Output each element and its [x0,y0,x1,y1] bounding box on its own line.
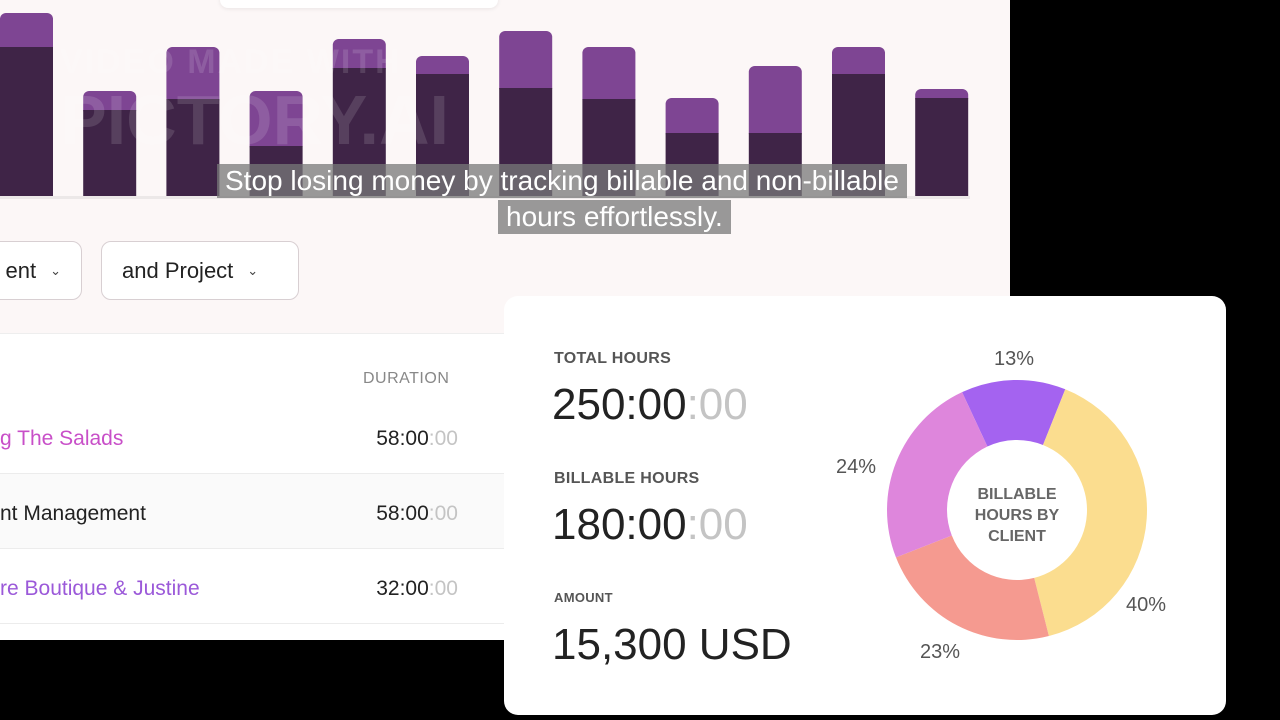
slice-label: 23% [920,641,961,663]
billable-hours-label: BILLABLE HOURS [554,470,700,487]
bar-segment[interactable] [166,99,220,196]
time-entries-table: DURATION g The Salads 58:00:00 nt Manage… [0,333,504,640]
donut-slice[interactable] [1034,389,1147,637]
table-row[interactable]: nt Management 58:00:00 [0,474,504,549]
billable-hours-value: 180:00:00 [552,500,748,549]
subtitle-line1: Stop losing money by tracking billable a… [217,164,907,198]
bar-segment[interactable] [83,91,137,116]
duration: 58:00:00 [376,502,458,525]
amount-label: AMOUNT [554,590,613,605]
bar-segment[interactable] [915,98,969,196]
duration: 58:00:00 [376,427,458,450]
bar-segment[interactable] [166,47,220,105]
bar-segment[interactable] [665,98,719,139]
chevron-down-icon: ⌄ [50,262,61,278]
bar-segment[interactable] [0,13,53,53]
watermark-line1: VIDEO MADE WITH [60,43,402,81]
project-name[interactable]: nt Management [0,502,146,525]
watermark: VIDEO MADE WITH PICTORY.AI [60,45,449,155]
donut-center-label: BILLABLE HOURS BY CLIENT [974,486,1060,545]
donut-slice[interactable] [887,392,988,558]
watermark-line2: PICTORY.AI [60,81,449,159]
bar-segment[interactable] [832,47,885,80]
project-name[interactable]: g The Salads [0,427,124,450]
project-filter-dropdown[interactable]: and Project ⌄ [101,241,299,300]
slice-label: 40% [1126,594,1167,616]
summary-card: TOTAL HOURS 250:00:00 BILLABLE HOURS 180… [504,296,1226,715]
total-hours-label: TOTAL HOURS [554,350,672,367]
table-row[interactable]: g The Salads 58:00:00 [0,399,504,474]
bar-segment[interactable] [83,110,137,196]
slice-label: 13% [994,348,1035,370]
donut-chart [887,380,1147,640]
total-hours-value: 250:00:00 [552,380,748,429]
donut-slice[interactable] [895,535,1049,640]
donut-slice[interactable] [962,380,1066,447]
bar-segment[interactable] [249,91,303,152]
bar-segment[interactable] [332,39,386,74]
bar-segment[interactable] [0,47,53,196]
bar-segment[interactable] [748,66,802,139]
duration: 32:00:00 [376,577,458,600]
stacked-bar-chart [0,13,969,196]
chart-tooltip [220,0,498,8]
project-filter-label: and Project [122,257,234,283]
project-name[interactable]: re Boutique & Justine [0,577,200,600]
bar-segment[interactable] [499,31,553,94]
duration-header: DURATION [363,370,450,387]
client-filter-dropdown[interactable]: ent ⌄ [0,241,82,300]
amount-value: 15,300 USD [552,620,792,669]
slice-label: 24% [836,456,877,478]
subtitle-line2: hours effortlessly. [498,200,731,234]
client-filter-label: ent [5,257,37,283]
table-row[interactable]: re Boutique & Justine 32:00:00 [0,549,504,624]
bar-segment[interactable] [582,47,636,105]
chevron-down-icon: ⌄ [247,262,259,278]
